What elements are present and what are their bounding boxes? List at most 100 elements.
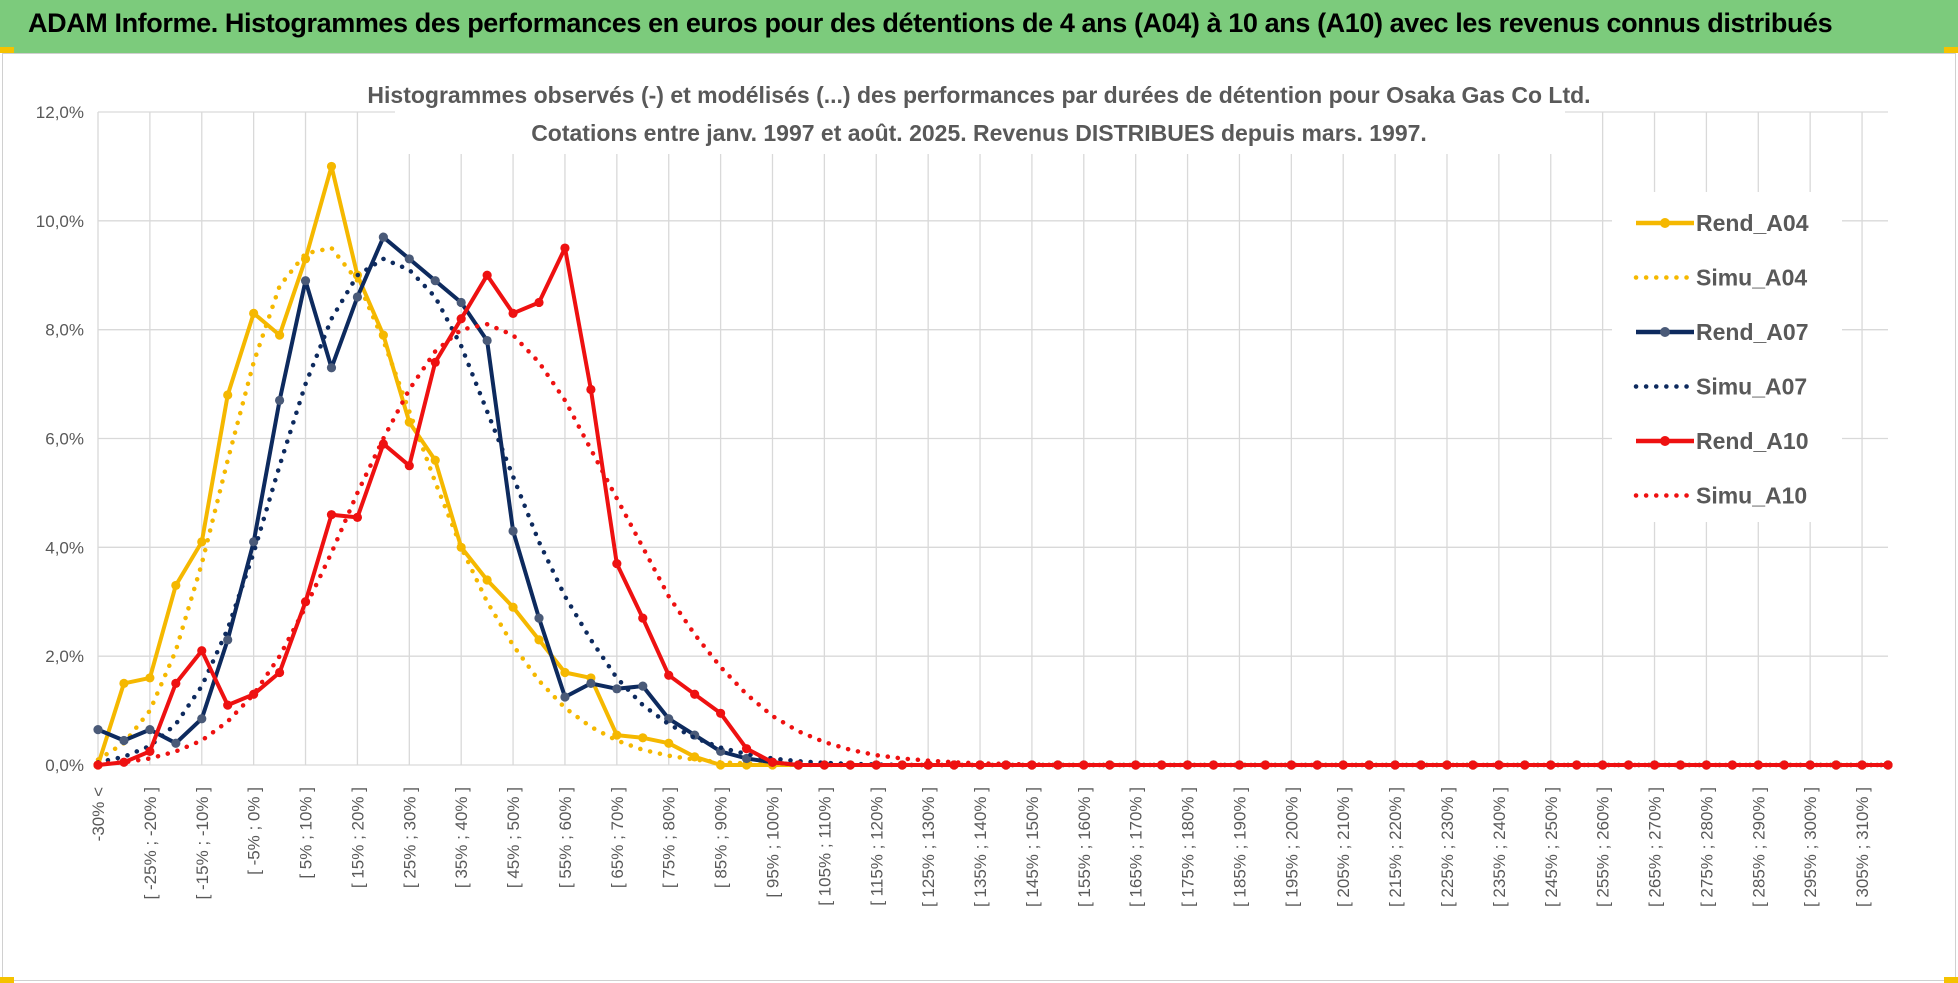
legend[interactable]: Rend_A04 Simu_A04 Rend_A07 Simu_A07 Rend_A10… [1633,210,1809,509]
data-point [534,635,544,645]
chart-frame [2,53,1956,981]
data-point [845,760,855,770]
data-point [430,276,440,286]
data-point [171,580,181,591]
data-point [534,297,544,308]
legend-item-rend-a10[interactable]: Rend_A10 [1636,428,1808,454]
data-point [612,730,622,740]
x-tick-label: [ 115% ; 120% ] [867,787,886,906]
x-tick-label: [ -15% ; -10% ] [193,787,212,899]
y-tick-label: 6,0% [45,430,84,449]
data-point [223,635,233,645]
legend-item-rend-a04[interactable]: Rend_A04 [1636,210,1809,236]
data-point [300,276,311,286]
data-point [1546,760,1556,770]
corner-accent [0,977,14,983]
data-point [430,357,440,367]
legend-item-rend-a07[interactable]: Rend_A07 [1636,319,1808,345]
x-tick-label: [ -5% ; 0% ] [245,787,264,875]
data-point [197,537,207,547]
data-point [638,681,648,691]
data-point [1805,760,1815,770]
data-point [612,684,622,694]
x-tick-label: [ 5% ; 10% ] [297,787,316,879]
data-point [612,559,622,569]
data-point [741,744,752,754]
data-point [534,613,544,623]
x-tick-label: [ 45% ; 50% ] [504,787,523,888]
data-point [223,700,233,710]
x-tick-label: [ 225% ; 230% ] [1438,787,1457,907]
x-tick-label: [ 155% ; 160% ] [1075,787,1094,907]
x-tick-label: [ 295% ; 300% ] [1801,787,1820,907]
x-tick-label: [ 105% ; 110% ] [815,787,834,906]
x-tick-label: [ 165% ; 170% ] [1127,787,1146,907]
data-point [1364,760,1374,770]
data-point [1208,760,1219,770]
data-point [1312,760,1322,770]
data-point [274,330,285,340]
data-point [197,646,207,656]
data-point [482,270,492,280]
corner-accent [0,47,14,53]
data-point [1675,760,1686,770]
data-point [508,526,518,536]
data-point [586,384,596,395]
data-point [638,613,648,623]
legend-label: Rend_A04 [1696,210,1809,236]
data-point [560,243,570,253]
legend-item-simu-a10[interactable]: Simu_A10 [1633,483,1807,509]
x-tick-label: [ 95% ; 100% ] [763,787,782,898]
legend-item-simu-a04[interactable]: Simu_A04 [1633,265,1807,291]
data-point [145,746,155,756]
legend-item-simu-a07[interactable]: Simu_A07 [1633,374,1807,400]
data-point [326,510,337,520]
corner-accent [1944,47,1958,53]
chart-title-line-2: Cotations entre janv. 1997 et août. 2025… [531,120,1427,146]
x-axis-ticks: -30% < [ -25% ; -20% ] [ -15% ; -10% ] [ -5… [89,787,1872,907]
y-tick-label: 10,0% [36,212,84,231]
x-tick-label: [ 205% ; 210% ] [1334,787,1353,907]
x-tick-label: [ 135% ; 140% ] [971,787,990,907]
data-point [1079,760,1089,770]
y-tick-label: 2,0% [45,647,84,666]
legend-label: Rend_A10 [1696,428,1808,454]
page-title: ADAM Informe. Histogrammes des performan… [28,8,1833,38]
legend-label: Simu_A10 [1696,483,1807,509]
data-point [690,689,700,699]
data-point [274,667,285,678]
data-point [249,308,259,318]
data-point [119,757,129,767]
legend-marker [1660,327,1670,337]
series-line [97,246,1888,767]
data-point [1442,760,1452,770]
x-tick-label: [ 25% ; 30% ] [400,787,419,888]
data-point [456,297,466,308]
x-tick-label: [ 175% ; 180% ] [1179,787,1198,907]
data-point [249,537,259,547]
data-point [1260,760,1270,770]
legend-label: Simu_A04 [1696,265,1807,291]
data-point [430,455,440,465]
title-banner: ADAM Informe. Histogrammes des performan… [0,0,1958,53]
x-tick-label: [ 15% ; 20% ] [348,787,367,888]
y-tick-label: 4,0% [45,538,84,557]
data-point [352,512,363,523]
data-point [482,575,492,585]
x-tick-label: [ 235% ; 240% ] [1490,787,1509,907]
x-tick-label: [ 265% ; 270% ] [1646,787,1665,907]
data-point [1131,760,1141,770]
data-point [352,292,363,302]
data-point [1857,760,1867,770]
data-point [197,714,207,724]
x-tick-label: [ 65% ; 70% ] [608,787,627,888]
data-point [326,161,337,172]
data-point [716,708,726,718]
x-tick-label: [ 145% ; 150% ] [1023,787,1042,907]
data-point [690,752,700,762]
data-point [145,725,155,735]
x-tick-label: [ 85% ; 90% ] [712,787,731,888]
data-point [274,395,285,406]
data-point [1494,760,1504,770]
